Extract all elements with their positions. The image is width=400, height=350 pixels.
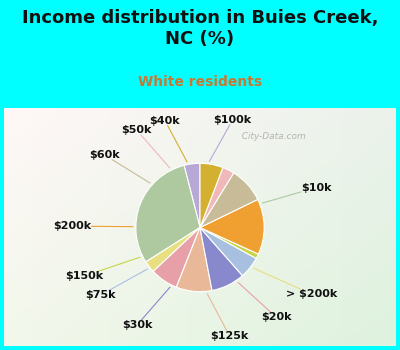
Text: City-Data.com: City-Data.com: [236, 132, 306, 141]
Text: $150k: $150k: [65, 257, 140, 281]
Text: $20k: $20k: [238, 282, 292, 322]
Text: $10k: $10k: [262, 182, 332, 203]
Wedge shape: [200, 173, 258, 228]
Text: $60k: $60k: [89, 150, 150, 183]
Wedge shape: [184, 163, 200, 228]
Wedge shape: [176, 228, 212, 292]
Wedge shape: [153, 228, 200, 287]
Wedge shape: [200, 228, 256, 275]
Wedge shape: [146, 228, 200, 271]
Text: $125k: $125k: [207, 294, 248, 341]
Wedge shape: [136, 165, 200, 262]
Text: $100k: $100k: [209, 115, 252, 161]
Wedge shape: [200, 168, 234, 228]
Text: $75k: $75k: [85, 269, 148, 300]
Wedge shape: [200, 163, 223, 228]
Wedge shape: [200, 199, 264, 254]
Text: $30k: $30k: [122, 287, 170, 330]
Wedge shape: [200, 228, 242, 290]
Text: > $200k: > $200k: [253, 268, 337, 299]
Text: Income distribution in Buies Creek,
NC (%): Income distribution in Buies Creek, NC (…: [22, 9, 378, 48]
Text: White residents: White residents: [138, 75, 262, 89]
Wedge shape: [200, 228, 258, 258]
Text: $50k: $50k: [122, 125, 170, 168]
Text: $200k: $200k: [53, 221, 133, 231]
Text: $40k: $40k: [150, 116, 187, 162]
